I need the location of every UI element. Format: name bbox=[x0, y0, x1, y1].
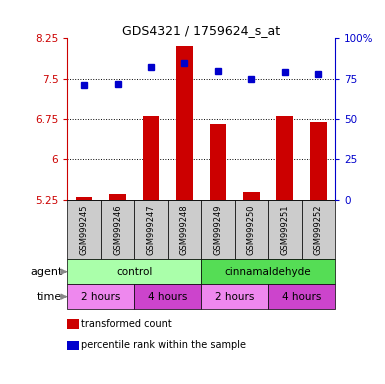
Text: 2 hours: 2 hours bbox=[215, 291, 254, 302]
Title: GDS4321 / 1759624_s_at: GDS4321 / 1759624_s_at bbox=[122, 24, 280, 37]
Text: GSM999250: GSM999250 bbox=[247, 204, 256, 255]
Text: time: time bbox=[37, 291, 62, 302]
Text: GSM999252: GSM999252 bbox=[314, 204, 323, 255]
Bar bbox=[134, 284, 201, 309]
Bar bbox=[234, 200, 268, 259]
Bar bbox=[268, 284, 335, 309]
Text: 4 hours: 4 hours bbox=[282, 291, 321, 302]
Bar bbox=[134, 200, 168, 259]
Text: cinnamaldehyde: cinnamaldehyde bbox=[225, 266, 311, 277]
Bar bbox=[268, 200, 301, 259]
Bar bbox=[176, 46, 193, 200]
Text: control: control bbox=[116, 266, 152, 277]
Bar bbox=[310, 122, 326, 200]
Bar bbox=[243, 192, 260, 200]
Bar bbox=[201, 259, 335, 284]
Bar bbox=[67, 200, 101, 259]
Text: transformed count: transformed count bbox=[81, 319, 172, 329]
Bar bbox=[67, 259, 201, 284]
Text: GSM999248: GSM999248 bbox=[180, 204, 189, 255]
Text: 2 hours: 2 hours bbox=[81, 291, 121, 302]
Bar bbox=[276, 116, 293, 200]
Text: GSM999251: GSM999251 bbox=[280, 204, 289, 255]
Text: GSM999246: GSM999246 bbox=[113, 204, 122, 255]
Text: 4 hours: 4 hours bbox=[148, 291, 187, 302]
Text: GSM999247: GSM999247 bbox=[146, 204, 156, 255]
Bar bbox=[168, 200, 201, 259]
Text: agent: agent bbox=[30, 266, 62, 277]
Text: GSM999249: GSM999249 bbox=[213, 204, 223, 255]
Bar bbox=[201, 200, 234, 259]
Bar bbox=[67, 284, 134, 309]
Text: percentile rank within the sample: percentile rank within the sample bbox=[81, 340, 246, 350]
Text: GSM999245: GSM999245 bbox=[80, 204, 89, 255]
Bar bbox=[142, 116, 159, 200]
Bar bbox=[101, 200, 134, 259]
Bar bbox=[209, 124, 226, 200]
Bar bbox=[201, 284, 268, 309]
Bar bbox=[301, 200, 335, 259]
Bar bbox=[109, 194, 126, 200]
Bar bbox=[76, 197, 92, 200]
